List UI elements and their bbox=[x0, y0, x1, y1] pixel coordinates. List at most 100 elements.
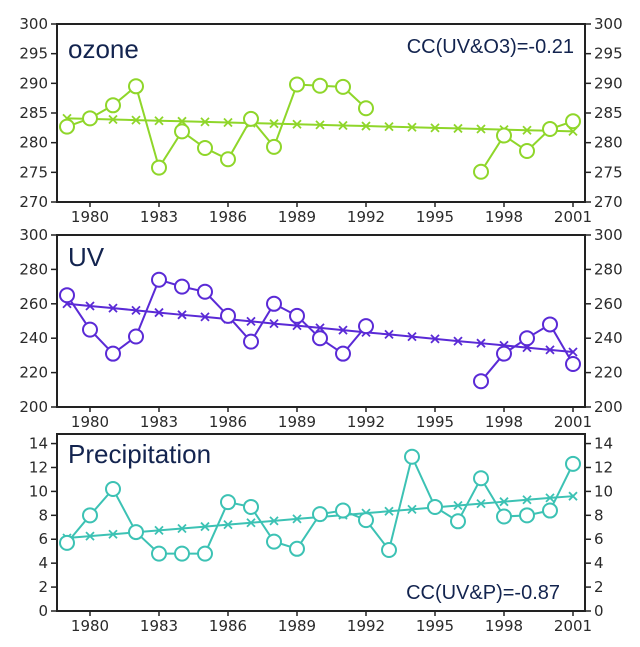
observed-point bbox=[82, 321, 98, 338]
y-tick-label-left: 260 bbox=[19, 295, 48, 313]
observed-point bbox=[266, 533, 282, 550]
observed-point bbox=[519, 330, 535, 347]
x-tick-label: 1989 bbox=[278, 413, 316, 431]
panel-title-precipitation: Precipitation bbox=[68, 439, 211, 469]
observed-point bbox=[105, 345, 121, 362]
observed-point bbox=[335, 78, 351, 95]
y-tick-label-left: 0 bbox=[38, 602, 48, 620]
observed-point bbox=[197, 545, 213, 562]
observed-point bbox=[220, 494, 236, 511]
y-tick-label-right: 270 bbox=[594, 193, 623, 211]
x-tick-label: 2001 bbox=[554, 208, 592, 226]
trend-marker bbox=[453, 500, 463, 511]
observed-point bbox=[59, 118, 75, 135]
trend-marker bbox=[177, 310, 187, 320]
trend-marker bbox=[407, 122, 417, 132]
observed-point bbox=[128, 78, 144, 95]
observed-point bbox=[82, 507, 98, 524]
trend-marker bbox=[361, 121, 371, 131]
x-tick-label: 1983 bbox=[140, 413, 178, 431]
observed-point bbox=[197, 283, 213, 300]
observed-point bbox=[473, 373, 489, 390]
y-tick-label-left: 300 bbox=[19, 226, 48, 244]
x-tick-label: 1989 bbox=[278, 208, 316, 226]
trend-marker bbox=[292, 514, 302, 524]
y-tick-label-left: 275 bbox=[19, 163, 48, 181]
observed-point bbox=[289, 540, 305, 557]
y-tick-label-right: 275 bbox=[594, 163, 623, 181]
x-tick-label: 1980 bbox=[71, 617, 109, 635]
y-tick-label-right: 290 bbox=[594, 74, 623, 92]
y-tick-label-right: 300 bbox=[594, 226, 623, 244]
observed-point bbox=[358, 512, 374, 529]
y-tick-label-right: 200 bbox=[594, 398, 623, 416]
y-tick-label-left: 280 bbox=[19, 260, 48, 278]
observed-point bbox=[565, 356, 581, 372]
trend-marker bbox=[269, 119, 279, 129]
observed-point bbox=[151, 545, 167, 562]
x-tick-label: 1992 bbox=[347, 208, 385, 226]
y-tick-label-left: 290 bbox=[19, 74, 48, 92]
trend-marker bbox=[246, 518, 256, 528]
trend-marker bbox=[223, 520, 233, 530]
trend-marker bbox=[338, 120, 348, 131]
y-tick-label-left: 10 bbox=[29, 482, 48, 500]
y-tick-label-right: 280 bbox=[594, 260, 623, 278]
observed-point bbox=[128, 524, 144, 541]
trend-marker bbox=[131, 115, 141, 125]
trend-marker bbox=[522, 495, 532, 505]
trend-marker bbox=[154, 307, 164, 318]
uv-panel: 200 200 220 220 240 240 260 260 280 280 300 300 1980… bbox=[19, 226, 622, 431]
observed-point bbox=[197, 140, 213, 157]
y-tick-label-left: 200 bbox=[19, 398, 48, 416]
observed-point bbox=[519, 507, 535, 524]
observed-point bbox=[496, 508, 512, 525]
y-tick-label-right: 6 bbox=[594, 530, 604, 548]
trend-marker bbox=[568, 491, 578, 501]
trend-marker bbox=[200, 117, 210, 127]
y-tick-label-right: 4 bbox=[594, 554, 604, 572]
observed-point bbox=[473, 163, 489, 180]
trend-marker bbox=[545, 493, 555, 503]
y-tick-label-left: 6 bbox=[38, 530, 48, 548]
y-tick-label-left: 8 bbox=[38, 506, 48, 524]
x-tick-label: 1980 bbox=[71, 208, 109, 226]
x-tick-label: 1992 bbox=[347, 617, 385, 635]
y-tick-label-right: 260 bbox=[594, 295, 623, 313]
observed-point bbox=[105, 97, 121, 114]
observed-point bbox=[266, 295, 282, 312]
x-tick-label: 2001 bbox=[554, 617, 592, 635]
trend-marker bbox=[269, 516, 279, 526]
y-tick-label-right: 220 bbox=[594, 364, 623, 382]
trend-marker bbox=[154, 116, 164, 126]
observed-point bbox=[542, 316, 558, 333]
x-tick-label: 1992 bbox=[347, 413, 385, 431]
observed-point bbox=[174, 123, 190, 140]
y-tick-label-left: 12 bbox=[29, 458, 48, 476]
y-tick-label-right: 14 bbox=[594, 435, 613, 453]
observed-point bbox=[59, 287, 75, 304]
trend-marker bbox=[315, 323, 325, 333]
trend-marker bbox=[85, 531, 95, 541]
correlation-label-ozone: CC(UV&O3)=-0.21 bbox=[407, 36, 574, 58]
trend-marker bbox=[407, 332, 417, 342]
trend-marker bbox=[315, 120, 325, 130]
y-tick-label-right: 0 bbox=[594, 602, 604, 620]
x-tick-label: 1995 bbox=[416, 617, 454, 635]
observed-line bbox=[66, 453, 574, 555]
x-tick-label: 1986 bbox=[209, 208, 247, 226]
x-tick-label: 1995 bbox=[416, 413, 454, 431]
plot-frame bbox=[56, 433, 586, 612]
x-tick-label: 1983 bbox=[140, 617, 178, 635]
x-tick-label: 1995 bbox=[416, 208, 454, 226]
trend-marker bbox=[384, 506, 394, 516]
observed-point bbox=[289, 76, 305, 93]
trend-marker bbox=[453, 123, 463, 134]
x-tick-label: 1998 bbox=[485, 413, 523, 431]
trend-marker bbox=[499, 497, 509, 507]
panel-title-uv: UV bbox=[68, 242, 105, 272]
y-tick-label-right: 280 bbox=[594, 134, 623, 152]
y-tick-label-left: 270 bbox=[19, 193, 48, 211]
trend-marker bbox=[131, 305, 141, 315]
